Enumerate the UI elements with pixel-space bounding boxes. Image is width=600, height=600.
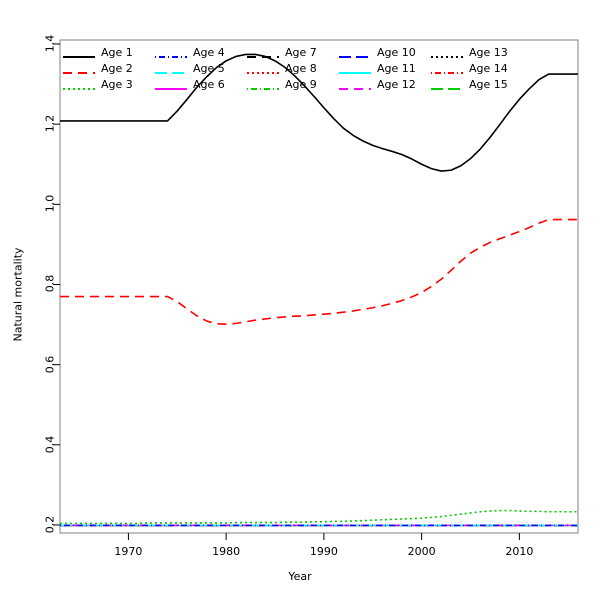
- series-line: [60, 218, 578, 325]
- x-axis-title: Year: [288, 570, 312, 583]
- y-tick-label: 1.2: [43, 114, 57, 133]
- legend-label: Age 6: [193, 77, 225, 91]
- x-tick-label: 1990: [309, 545, 338, 558]
- legend-entry: Age 8: [246, 60, 338, 76]
- legend-entry: Age 11: [338, 60, 430, 76]
- legend-line-swatch: [338, 47, 372, 58]
- legend-line-swatch: [246, 63, 280, 74]
- legend-label: Age 9: [285, 77, 317, 91]
- y-tick-label: 1.0: [43, 195, 57, 213]
- legend-entry: Age 1: [62, 44, 154, 60]
- series-line: [60, 53, 578, 172]
- chart-legend: Age 1 Age 2 Age 3 Age 4 Age 5 Age 6 Age 7 Age 8…: [62, 44, 522, 92]
- legend-entry: Age 14: [430, 60, 522, 76]
- legend-label: Age 8: [285, 61, 317, 75]
- legend-label: Age 4: [193, 45, 225, 59]
- legend-line-swatch: [154, 47, 188, 58]
- legend-entry: Age 4: [154, 44, 246, 60]
- legend-entry: Age 2: [62, 60, 154, 76]
- legend-label: Age 7: [285, 45, 317, 59]
- legend-entry: Age 6: [154, 76, 246, 92]
- y-tick-label: 0.2: [43, 515, 57, 534]
- legend-line-swatch: [62, 63, 96, 74]
- legend-label: Age 5: [193, 61, 225, 75]
- legend-label: Age 14: [469, 61, 508, 75]
- y-tick-label: 0.8: [43, 275, 57, 293]
- plot-frame: [59, 39, 579, 534]
- x-tick-label: 1970: [114, 545, 143, 558]
- legend-line-swatch: [154, 63, 188, 74]
- legend-label: Age 3: [101, 77, 133, 91]
- legend-line-swatch: [430, 47, 464, 58]
- y-tick-label: 0.4: [43, 435, 57, 454]
- legend-line-swatch: [430, 63, 464, 74]
- legend-line-swatch: [246, 79, 280, 90]
- x-tick-label: 1980: [212, 545, 241, 558]
- legend-label: Age 11: [377, 61, 416, 75]
- series-group: [60, 53, 578, 527]
- x-axis-ticks: [127, 533, 520, 540]
- legend-entry: Age 5: [154, 60, 246, 76]
- legend-entry: Age 15: [430, 76, 522, 92]
- legend-label: Age 15: [469, 77, 508, 91]
- legend-entry: Age 7: [246, 44, 338, 60]
- legend-label: Age 2: [101, 61, 133, 75]
- legend-entry: Age 12: [338, 76, 430, 92]
- legend-entry: Age 13: [430, 44, 522, 60]
- y-tick-label: 0.6: [43, 355, 57, 373]
- x-tick-label: 2000: [407, 545, 436, 558]
- legend-entry: Age 9: [246, 76, 338, 92]
- legend-entry: Age 3: [62, 76, 154, 92]
- legend-line-swatch: [246, 47, 280, 58]
- legend-line-swatch: [62, 47, 96, 58]
- y-axis-title: Natural mortality: [11, 247, 25, 342]
- legend-label: Age 12: [377, 77, 416, 91]
- legend-line-swatch: [154, 79, 188, 90]
- legend-line-swatch: [338, 79, 372, 90]
- legend-line-swatch: [338, 63, 372, 74]
- legend-line-swatch: [430, 79, 464, 90]
- legend-label: Age 10: [377, 45, 416, 59]
- legend-label: Age 1: [101, 45, 133, 59]
- legend-entry: Age 10: [338, 44, 430, 60]
- y-tick-label: 1.4: [43, 34, 57, 53]
- y-axis-ticks: [53, 43, 60, 526]
- series-line: [60, 509, 578, 525]
- legend-label: Age 13: [469, 45, 508, 59]
- x-tick-label: 2010: [505, 545, 534, 558]
- legend-line-swatch: [62, 79, 96, 90]
